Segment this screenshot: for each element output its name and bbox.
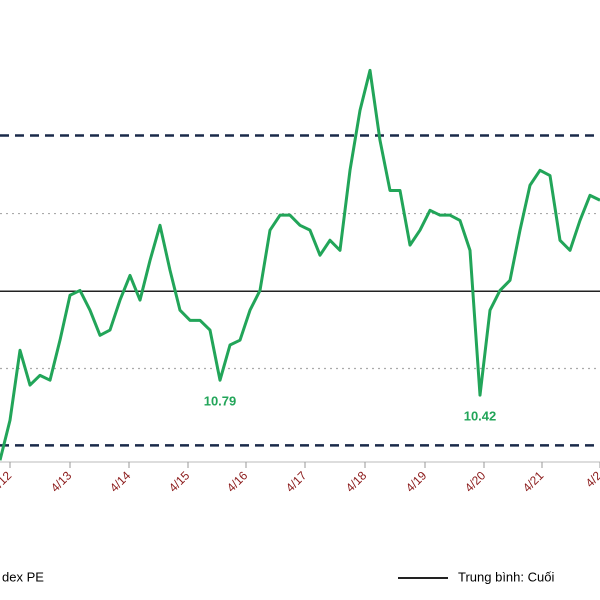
- legend-label: dex PE: [2, 569, 44, 584]
- x-tick-label: 4/15: [166, 468, 193, 495]
- x-tick-label: 4/18: [343, 468, 370, 495]
- value-label: 10.42: [464, 409, 497, 424]
- x-tick-label: /12: [0, 468, 15, 490]
- x-tick-label: 4/13: [48, 468, 75, 495]
- x-tick-label: 4/20: [462, 468, 489, 495]
- value-label: 10.79: [204, 394, 237, 409]
- x-tick-label: 4/14: [107, 468, 134, 495]
- x-tick-label: 4/16: [224, 468, 251, 495]
- legend-label: Trung bình: Cuối: [458, 569, 554, 584]
- x-tick-label: 4/19: [403, 468, 430, 495]
- pe-line: [0, 68, 600, 461]
- x-tick-label: 4/17: [283, 468, 310, 495]
- x-tick-label: 4/21: [520, 468, 547, 495]
- x-tick-label: 4/2: [583, 468, 600, 490]
